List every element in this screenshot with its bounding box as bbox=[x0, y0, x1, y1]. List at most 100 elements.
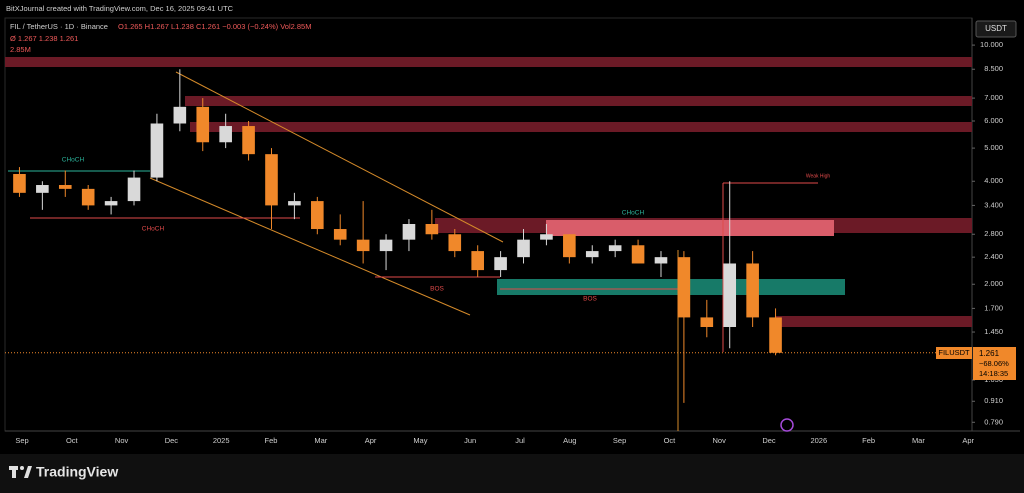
annotation: CHoCH bbox=[622, 210, 645, 217]
candle-body bbox=[608, 245, 622, 252]
logo bbox=[9, 466, 32, 478]
candle-body bbox=[58, 185, 72, 189]
candle-body bbox=[425, 224, 439, 235]
y-tick-label: 0.790 bbox=[984, 417, 1003, 426]
candle-body bbox=[104, 201, 118, 206]
candle-body bbox=[448, 234, 462, 252]
symbol: FIL / TetherUS · 1D · Binance bbox=[10, 22, 108, 31]
zone bbox=[775, 316, 972, 327]
x-tick-label: Aug bbox=[563, 436, 576, 445]
y-tick-label: 2.400 bbox=[984, 252, 1003, 261]
x-tick-label: Jul bbox=[515, 436, 525, 445]
x-tick-label: Mar bbox=[314, 436, 327, 445]
candle-body bbox=[654, 257, 668, 264]
candle-body bbox=[36, 185, 49, 193]
x-tick-label: Apr bbox=[962, 436, 974, 445]
symbol-tag bbox=[936, 347, 972, 359]
symbol-tag-text: FILUSDT bbox=[938, 348, 970, 357]
candle-body bbox=[563, 234, 576, 258]
candle-body bbox=[769, 317, 782, 353]
annotation: BOS bbox=[583, 296, 597, 303]
time-axis: Sep Oct Nov Dec 2025 Feb Mar Apr May Jun Jul Aug Sep… bbox=[15, 436, 974, 445]
annotation: CHoCH bbox=[62, 157, 85, 164]
y-tick-label: 0.910 bbox=[984, 396, 1003, 405]
x-tick-label: May bbox=[413, 436, 427, 445]
zone bbox=[190, 122, 972, 132]
footer-band bbox=[0, 454, 1024, 493]
ohlc: O1.265 H1.267 L1.238 C1.261 −0.003 (−0.2… bbox=[118, 22, 311, 31]
x-tick-label: Oct bbox=[66, 436, 79, 445]
x-tick-label: Feb bbox=[265, 436, 278, 445]
y-tick-label: 3.400 bbox=[984, 200, 1003, 209]
channel-line bbox=[149, 177, 471, 316]
y-tick-label: 6.000 bbox=[984, 116, 1003, 125]
annotations: CHoCH CHoCH BOS BOS CHoCH Weak High bbox=[62, 157, 831, 303]
x-tick-label: Sep bbox=[15, 436, 28, 445]
channel-line bbox=[175, 71, 504, 243]
change: −68.06% bbox=[979, 359, 1009, 368]
candle-body bbox=[288, 201, 301, 206]
currency: USDT bbox=[985, 24, 1007, 33]
candle-body bbox=[150, 123, 164, 178]
indicator: Ø 1.267 1.238 1.261 bbox=[10, 34, 78, 43]
candle-body bbox=[265, 154, 278, 206]
candle-body bbox=[677, 257, 691, 318]
y-tick-label: 8.500 bbox=[984, 64, 1003, 73]
candle-body bbox=[517, 239, 530, 258]
x-tick-label: Apr bbox=[365, 436, 377, 445]
annotation: Weak High bbox=[806, 173, 831, 179]
x-tick-label: Nov bbox=[713, 436, 727, 445]
price: 1.261 bbox=[979, 349, 1000, 358]
x-tick-label: Mar bbox=[912, 436, 925, 445]
annotation: BOS bbox=[430, 286, 444, 293]
y-tick-label: 5.000 bbox=[984, 143, 1003, 152]
candle-body bbox=[540, 234, 553, 240]
x-tick-label: 2026 bbox=[810, 436, 827, 445]
y-tick-label: 10.000 bbox=[980, 40, 1003, 49]
candle-body bbox=[333, 229, 347, 240]
candle-body bbox=[700, 317, 714, 327]
x-tick-label: Oct bbox=[664, 436, 677, 445]
zone bbox=[497, 279, 845, 295]
x-tick-label: Dec bbox=[165, 436, 179, 445]
candle-body bbox=[173, 106, 187, 124]
candle-body bbox=[471, 251, 484, 271]
x-tick-label: 2025 bbox=[213, 436, 230, 445]
candle-body bbox=[494, 257, 507, 271]
x-tick-label: Feb bbox=[862, 436, 875, 445]
x-tick-label: Sep bbox=[613, 436, 626, 445]
candle-body bbox=[81, 188, 95, 206]
zone bbox=[5, 57, 972, 67]
candle-body bbox=[379, 239, 393, 252]
candle-body bbox=[13, 174, 26, 193]
annotation: CHoCH bbox=[142, 226, 165, 233]
x-tick-label: Dec bbox=[762, 436, 776, 445]
countdown: 14:18:35 bbox=[979, 369, 1008, 378]
candle-body bbox=[585, 251, 599, 258]
candle-body bbox=[356, 239, 370, 252]
y-tick-label: 1.700 bbox=[984, 303, 1003, 312]
credit: BitXJournal created with TradingView.com… bbox=[6, 4, 234, 13]
x-tick-label: Nov bbox=[115, 436, 129, 445]
candle-body bbox=[196, 106, 210, 143]
candle-body bbox=[242, 126, 255, 155]
candle-body bbox=[746, 263, 759, 318]
zone bbox=[185, 96, 972, 106]
candle-body bbox=[723, 263, 737, 327]
brand: TradingView bbox=[36, 464, 118, 480]
candle-body bbox=[127, 177, 141, 202]
x-tick-label: Jun bbox=[464, 436, 476, 445]
y-tick-label: 1.450 bbox=[984, 327, 1003, 336]
price-tag bbox=[973, 347, 1016, 380]
y-tick-label: 4.000 bbox=[984, 176, 1003, 185]
y-tick-label: 2.000 bbox=[984, 279, 1003, 288]
candle-body bbox=[311, 201, 324, 230]
y-tick-label: 7.000 bbox=[984, 93, 1003, 102]
y-tick-label: 2.800 bbox=[984, 229, 1003, 238]
currency-box[interactable] bbox=[975, 20, 1017, 38]
event-icon[interactable] bbox=[780, 418, 794, 432]
zone bbox=[546, 220, 834, 236]
volume: 2.85M bbox=[10, 45, 31, 54]
